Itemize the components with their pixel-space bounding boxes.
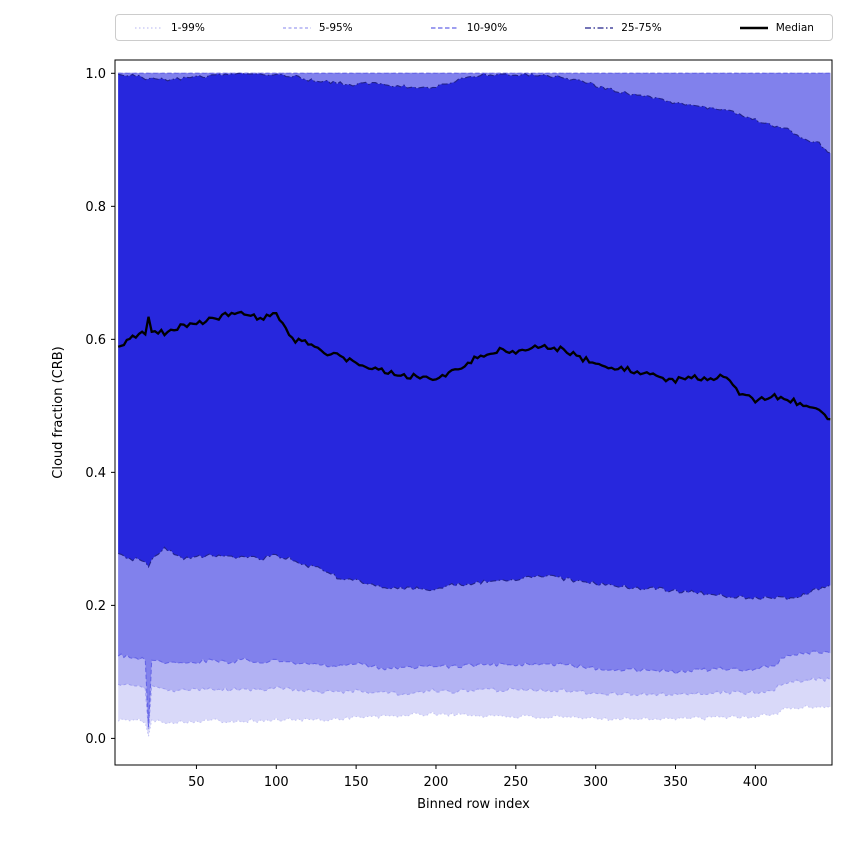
x-tick-label: 250 bbox=[503, 775, 528, 790]
legend-swatch-line-icon bbox=[135, 26, 163, 29]
x-tick-label: 300 bbox=[583, 775, 608, 790]
legend-item: 1-99% bbox=[134, 22, 205, 34]
legend-label: 25-75% bbox=[621, 21, 662, 34]
legend-item: 10-90% bbox=[430, 21, 508, 34]
x-tick-label: 400 bbox=[743, 775, 768, 790]
x-tick-label: 50 bbox=[188, 775, 205, 790]
x-tick-label: 200 bbox=[424, 775, 449, 790]
legend-swatch-line-icon bbox=[282, 26, 311, 29]
y-tick-label: 0.4 bbox=[85, 466, 106, 481]
y-axis-label: Cloud fraction (CRB) bbox=[51, 346, 66, 479]
band-upper-edge-25-75- bbox=[118, 72, 831, 154]
y-tick-label: 0.0 bbox=[85, 732, 106, 747]
x-tick-label: 150 bbox=[344, 775, 369, 790]
y-tick-label: 1.0 bbox=[85, 67, 106, 82]
x-tick-label: 350 bbox=[663, 775, 688, 790]
legend-item: 5-95% bbox=[282, 22, 353, 34]
legend-swatch-line-icon bbox=[430, 26, 459, 29]
band-lower-edge-5-95- bbox=[118, 676, 831, 731]
y-tick-label: 0.8 bbox=[85, 200, 106, 215]
legend-swatch-line-icon bbox=[739, 26, 768, 29]
y-tick-label: 0.2 bbox=[85, 599, 106, 614]
legend-label: Median bbox=[775, 21, 814, 34]
band-lower-edge-10-90- bbox=[117, 650, 831, 727]
x-axis-label: Binned row index bbox=[417, 797, 530, 812]
median-line bbox=[117, 310, 831, 421]
band-25-75- bbox=[118, 73, 831, 600]
legend-swatch-line-icon bbox=[585, 26, 614, 29]
plot-border bbox=[114, 59, 833, 766]
legend-label: 5-95% bbox=[318, 21, 353, 34]
legend-label: 10-90% bbox=[466, 21, 508, 34]
legend-item: Median bbox=[739, 22, 814, 34]
band-lower-edge-25-75- bbox=[118, 546, 831, 601]
legend-item: 25-75% bbox=[584, 22, 662, 34]
y-tick-label: 0.6 bbox=[85, 333, 106, 348]
legend: 1-99% 5-95% 10-90% 25-75% Median bbox=[115, 14, 833, 41]
x-tick-label: 100 bbox=[264, 775, 289, 790]
legend-label: 1-99% bbox=[171, 21, 205, 34]
